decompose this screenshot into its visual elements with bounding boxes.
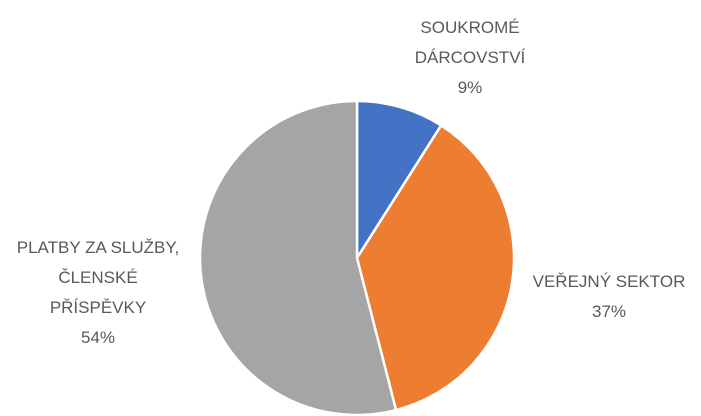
slice-label: PLATBY ZA SLUŽBY, ČLENSKÉ PŘÍSPĚVKY 54% — [10, 233, 186, 353]
value-label: 9% — [457, 78, 483, 97]
pie-slice — [355, 123, 516, 412]
value-label: 54% — [80, 328, 116, 347]
slice-label: VEŘEJNÝ SEKTOR 37% — [519, 267, 699, 327]
category-label: SOUKROMÉ DÁRCOVSTVÍ — [414, 18, 526, 67]
slice-label: SOUKROMÉ DÁRCOVSTVÍ 9% — [400, 13, 540, 103]
category-label: PLATBY ZA SLUŽBY, ČLENSKÉ PŘÍSPĚVKY — [16, 238, 180, 317]
pie-slice — [355, 99, 443, 263]
category-label: VEŘEJNÝ SEKTOR — [532, 272, 686, 291]
value-label: 37% — [591, 302, 627, 321]
pie-slice — [198, 99, 398, 416]
